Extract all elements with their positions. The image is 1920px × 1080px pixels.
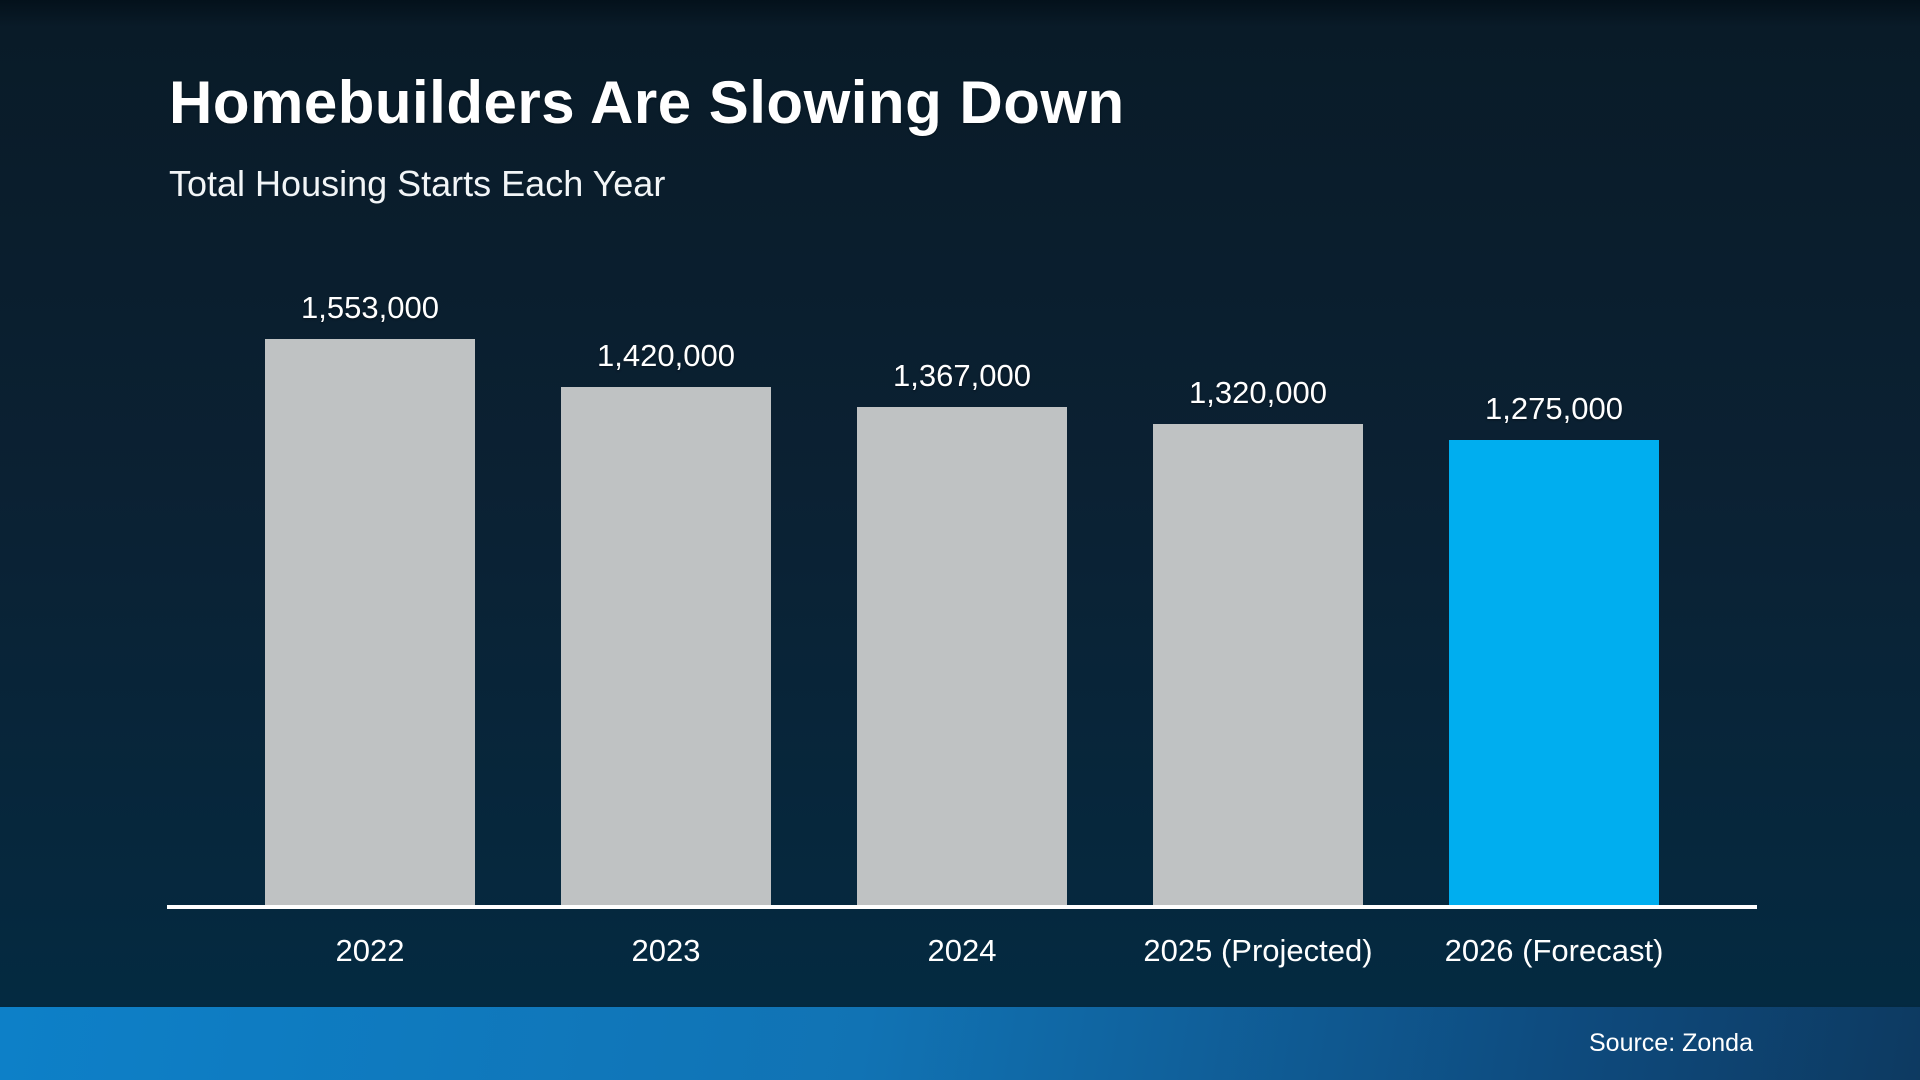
x-axis-label-2022: 2022 — [335, 933, 405, 968]
bar-2026-forecast — [1449, 440, 1659, 905]
category-row: 2022 2023 2024 2025 (Projected) 2026 (Foreca… — [167, 933, 1757, 969]
bar-value-label: 1,367,000 — [893, 358, 1031, 393]
page-title: Homebuilders Are Slowing Down — [169, 69, 1125, 136]
x-axis-label-2024: 2024 — [927, 933, 997, 968]
source-attribution: Source: Zonda — [1589, 1029, 1753, 1057]
bar-value-label: 1,420,000 — [597, 338, 735, 373]
x-axis-label-2026-forecast: 2026 (Forecast) — [1444, 933, 1664, 968]
chart-header: Homebuilders Are Slowing Down Total Hous… — [169, 68, 1125, 205]
x-axis-label-2023: 2023 — [631, 933, 701, 968]
x-axis-label-2025-projected: 2025 (Projected) — [1143, 933, 1373, 968]
plot-area: 1,553,000 1,420,000 1,367,000 1,320,000 1,27… — [167, 255, 1757, 905]
bar-group-2025-projected: 1,320,000 — [1110, 375, 1406, 905]
footer-band: Source: Zonda — [0, 1007, 1920, 1080]
bar-2022 — [265, 339, 475, 905]
bar-value-label: 1,553,000 — [301, 290, 439, 325]
bar-group-2022: 1,553,000 — [222, 290, 518, 905]
bar-group-2023: 1,420,000 — [518, 338, 814, 905]
bar-group-2024: 1,367,000 — [814, 358, 1110, 905]
bar-2024 — [857, 407, 1067, 905]
bar-chart: 1,553,000 1,420,000 1,367,000 1,320,000 1,27… — [167, 255, 1757, 969]
x-axis-line — [167, 905, 1757, 909]
bar-2025-projected — [1153, 424, 1363, 905]
bar-group-2026-forecast: 1,275,000 — [1406, 391, 1702, 905]
bar-value-label: 1,320,000 — [1189, 375, 1327, 410]
page-subtitle: Total Housing Starts Each Year — [169, 163, 666, 204]
bar-value-label: 1,275,000 — [1485, 391, 1623, 426]
bar-2023 — [561, 387, 771, 905]
